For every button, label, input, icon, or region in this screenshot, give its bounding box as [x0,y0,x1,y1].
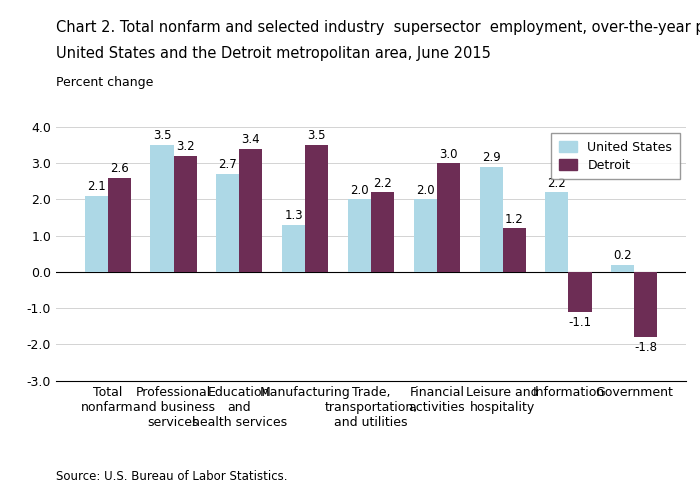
Text: 2.9: 2.9 [482,151,500,164]
Bar [503,228,526,272]
Bar [85,196,108,272]
Bar [305,145,328,272]
Text: 0.2: 0.2 [613,249,632,262]
Bar [239,149,262,272]
Text: 1.2: 1.2 [505,213,524,226]
Bar [174,156,197,272]
Bar [437,163,460,272]
Text: Chart 2. Total nonfarm and selected industry  supersector  employment, over-the-: Chart 2. Total nonfarm and selected indu… [56,20,700,35]
Text: Source: U.S. Bureau of Labor Statistics.: Source: U.S. Bureau of Labor Statistics. [56,470,288,483]
Bar [414,200,437,272]
Bar [150,145,174,272]
Text: 2.7: 2.7 [218,159,237,171]
Text: 3.0: 3.0 [439,147,458,161]
Text: 3.5: 3.5 [307,129,326,142]
Bar [611,264,634,272]
Text: 3.4: 3.4 [241,133,260,146]
Text: 1.3: 1.3 [284,209,303,222]
Bar [480,167,503,272]
Bar [568,272,592,312]
Text: Percent change: Percent change [56,76,153,89]
Text: 2.2: 2.2 [373,177,392,190]
Text: 2.6: 2.6 [110,162,129,175]
Bar [545,192,568,272]
Bar [634,272,657,337]
Text: 2.1: 2.1 [87,180,106,193]
Text: -1.1: -1.1 [568,316,592,329]
Text: 3.5: 3.5 [153,129,172,142]
Text: -1.8: -1.8 [634,342,657,354]
Bar [216,174,239,272]
Legend: United States, Detroit: United States, Detroit [551,133,680,179]
Bar [348,200,371,272]
Text: 2.0: 2.0 [416,184,435,197]
Text: 2.2: 2.2 [547,177,566,190]
Bar [371,192,394,272]
Bar [282,225,305,272]
Text: United States and the Detroit metropolitan area, June 2015: United States and the Detroit metropolit… [56,46,491,61]
Text: 2.0: 2.0 [350,184,369,197]
Bar [108,178,131,272]
Text: 3.2: 3.2 [176,141,195,153]
